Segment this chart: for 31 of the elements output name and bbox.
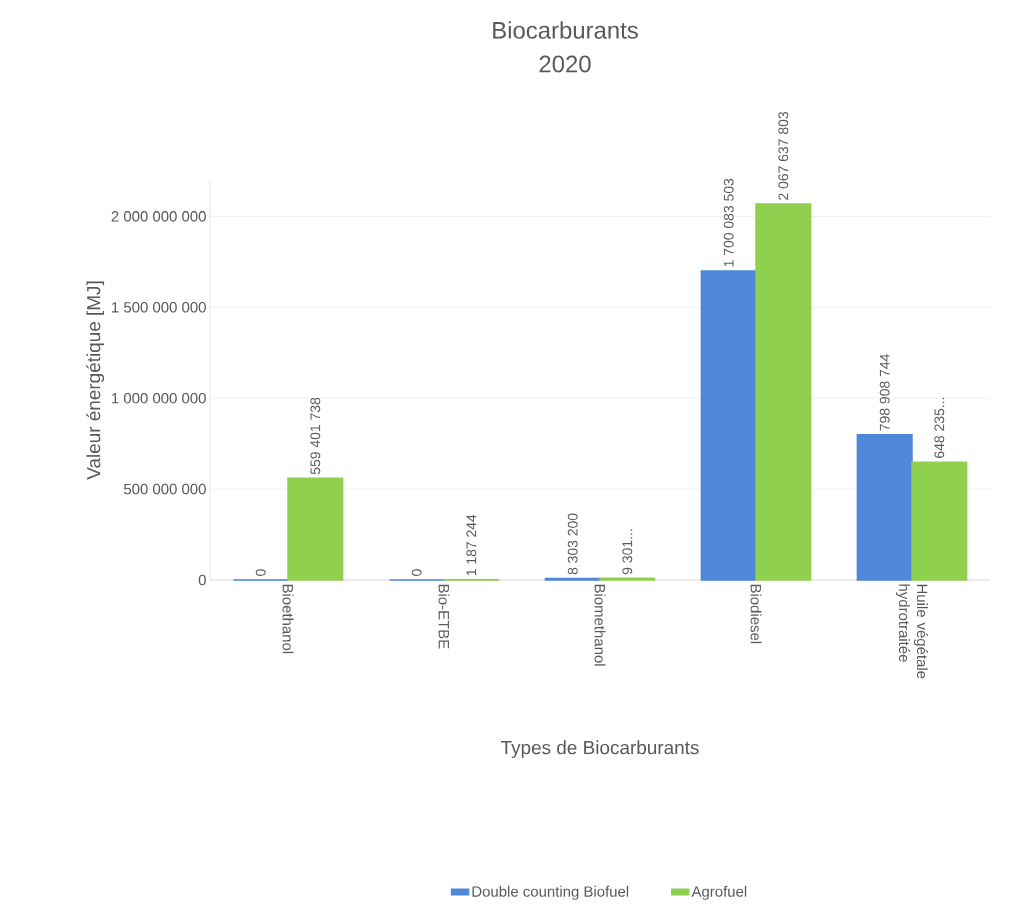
x-tick-label: Biodiesel: [750, 584, 762, 644]
legend-label: Double counting Biofuel: [472, 885, 629, 900]
data-label: 1 187 244: [466, 514, 477, 576]
data-label: 2 067 637 803: [778, 111, 789, 200]
y-tick-label: 1 000 000 000: [112, 392, 206, 404]
data-label: 0: [411, 569, 422, 576]
x-tick-label: Biomethanol: [594, 584, 606, 666]
data-label: 0: [255, 569, 266, 576]
data-label: 648 235...: [934, 397, 945, 458]
data-label: 1 700 083 503: [723, 178, 734, 267]
bar: [287, 477, 344, 581]
chart-subtitle: 2020: [539, 55, 591, 73]
bar: [856, 433, 913, 581]
data-label: 8 303 200: [567, 513, 578, 575]
y-tick-label: 0: [198, 574, 206, 586]
legend-label: Agrofuel: [691, 885, 747, 900]
bar: [755, 203, 812, 581]
chart-title: Biocarburants: [493, 21, 638, 39]
data-label: 9 301...: [622, 529, 633, 575]
bar: [911, 461, 968, 581]
data-label: 559 401 738: [310, 397, 321, 475]
y-tick-label: 1 500 000 000: [112, 301, 206, 313]
x-tick-label: Bio-ETBE: [438, 584, 450, 649]
x-tick-label: Bioethanol: [282, 584, 294, 654]
y-tick-label: 2 000 000 000: [111, 211, 206, 222]
y-tick-label: 500 000 000: [123, 483, 206, 495]
data-label: 798 908 744: [879, 354, 890, 431]
bar: [700, 270, 757, 581]
x-axis-title: Types de Biocarburants: [500, 740, 699, 758]
x-tick-label: Huile végétale hydrotraitée: [896, 584, 929, 679]
y-axis-title: Valeur énergétique [MJ]: [86, 281, 105, 480]
